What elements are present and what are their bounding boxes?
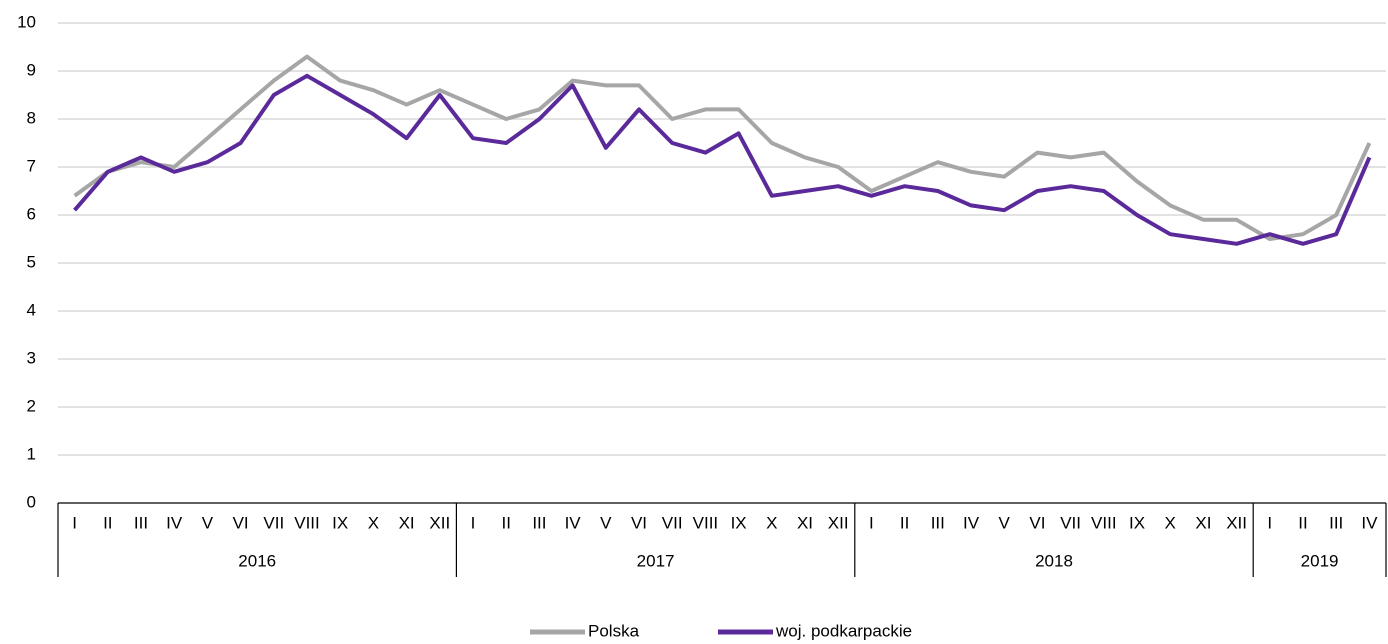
x-tick-label: II [501,513,510,532]
x-tick-label: X [368,513,379,532]
x-tick-label: X [1165,513,1176,532]
y-tick-label: 7 [27,156,36,175]
x-tick-label: XI [797,513,813,532]
x-tick-label: V [999,513,1011,532]
x-tick-label: II [103,513,112,532]
y-tick-label: 10 [17,12,36,31]
x-tick-label: IV [1361,513,1378,532]
y-tick-label: 9 [27,60,36,79]
x-tick-label: I [471,513,476,532]
x-tick-label: VII [662,513,683,532]
x-group-label: 2018 [1035,551,1073,570]
x-tick-label: II [1298,513,1307,532]
data-line [73,54,1372,241]
legend-label: woj. podkarpackie [775,621,912,640]
x-tick-label: VI [631,513,647,532]
legend-label: Polska [588,621,640,640]
x-tick-label: XII [429,513,450,532]
x-tick-label: VIII [1091,513,1117,532]
x-tick-label: VIII [693,513,719,532]
y-tick-label: 8 [27,108,36,127]
x-tick-label: VII [1060,513,1081,532]
y-tick-label: 0 [27,492,36,511]
x-tick-label: II [900,513,909,532]
x-tick-label: XI [1195,513,1211,532]
x-tick-label: V [600,513,612,532]
y-tick-label: 4 [27,300,36,319]
x-tick-label: X [766,513,777,532]
y-tick-label: 2 [27,396,36,415]
x-tick-label: XII [1226,513,1247,532]
x-tick-label: XII [828,513,849,532]
x-tick-label: IX [731,513,747,532]
x-tick-label: VIII [294,513,320,532]
x-tick-label: IX [332,513,348,532]
data-line [73,73,1372,246]
x-tick-label: VII [263,513,284,532]
x-group-label: 2019 [1301,551,1339,570]
x-tick-label: I [72,513,77,532]
x-tick-label: XI [399,513,415,532]
x-tick-label: I [1267,513,1272,532]
x-tick-label: III [931,513,945,532]
y-tick-label: 5 [27,252,36,271]
x-tick-label: III [1329,513,1343,532]
x-group-label: 2016 [238,551,276,570]
x-tick-label: IV [963,513,980,532]
x-tick-label: IV [166,513,183,532]
y-tick-label: 1 [27,444,36,463]
x-tick-label: III [532,513,546,532]
y-tick-label: 6 [27,204,36,223]
y-tick-label: 3 [27,348,36,367]
x-tick-label: IV [565,513,582,532]
x-tick-label: V [202,513,214,532]
x-tick-label: I [869,513,874,532]
x-tick-label: III [134,513,148,532]
x-tick-label: VI [1029,513,1045,532]
x-tick-label: IX [1129,513,1145,532]
x-group-label: 2017 [637,551,675,570]
x-tick-label: VI [233,513,249,532]
